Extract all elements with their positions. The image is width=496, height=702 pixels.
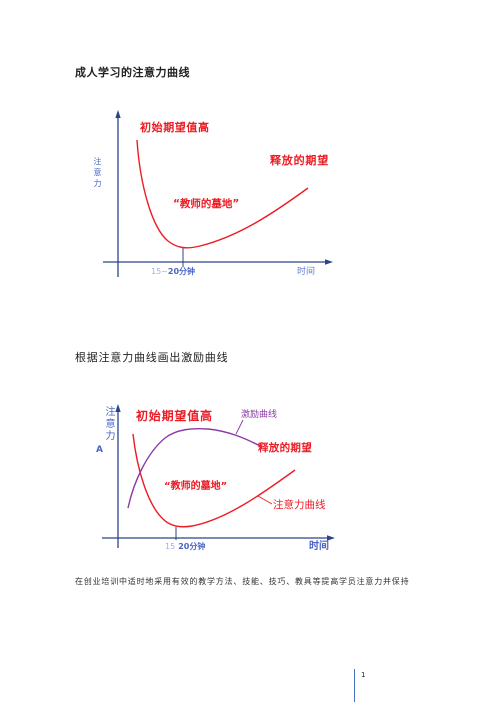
y-axis-arrow-icon: [115, 110, 121, 118]
y-axis-label: 注意力: [103, 406, 114, 442]
teacher-graveyard-label: “教师的墓地”: [164, 481, 228, 492]
attention-curve: [136, 139, 309, 249]
heading-motivation-curve: 根据注意力曲线画出激励曲线: [75, 351, 229, 364]
attention-curve-label: 注意力曲线: [273, 499, 326, 511]
attention-curve: [132, 433, 296, 528]
motivation-curve: [127, 428, 263, 509]
attention-curve-leader: [257, 495, 273, 505]
heading-attention-curve: 成人学习的注意力曲线: [75, 66, 190, 79]
time-marker-from: 15~: [151, 267, 168, 276]
motivation-curve-diagram: 注意力 A 初始期望值高 激励曲线 释放的期望 “教师的墓地” 注意力曲线 15…: [0, 398, 496, 560]
y-axis-arrow-icon: [115, 404, 121, 412]
page-number-rule: [354, 669, 355, 702]
motivation-curve-leader: [235, 419, 244, 435]
attention-curve-diagram: 注意力 初始期望值高 释放的期望 “教师的墓地” 15~20分钟 时间: [0, 100, 496, 285]
body-paragraph: 在创业培训中适时地采用有效的教学方法、技能、技巧、教具等提高学员注意力并保持: [75, 577, 410, 586]
start-expectation-label: 初始期望值高: [136, 409, 213, 423]
x-axis-arrow-icon: [327, 535, 335, 541]
time-marker-to: 20分钟: [178, 542, 206, 551]
time-marker-from: 15: [165, 542, 176, 551]
x-axis-label: 时间: [309, 541, 329, 552]
release-expectation-label: 释放的期望: [258, 442, 312, 454]
teacher-graveyard-label: “教师的墓地”: [173, 198, 240, 210]
release-expectation-label: 释放的期望: [270, 154, 329, 167]
motivation-curve-label: 激励曲线: [241, 410, 278, 420]
time-marker-to: 20分钟: [167, 267, 196, 276]
x-axis-label: 时间: [297, 267, 316, 277]
y-axis-label: 注意力: [93, 157, 102, 190]
x-axis-arrow-icon: [325, 259, 333, 265]
y-axis-letter: A: [96, 445, 103, 455]
time-marker-label: 15 20分钟: [165, 543, 205, 551]
start-expectation-label: 初始期望值高: [140, 121, 210, 134]
time-marker-label: 15~20分钟: [151, 268, 195, 276]
attention-curve-graphic: [103, 110, 333, 277]
page-number: 1: [361, 671, 366, 679]
motivation-curve-graphic: [102, 404, 335, 548]
